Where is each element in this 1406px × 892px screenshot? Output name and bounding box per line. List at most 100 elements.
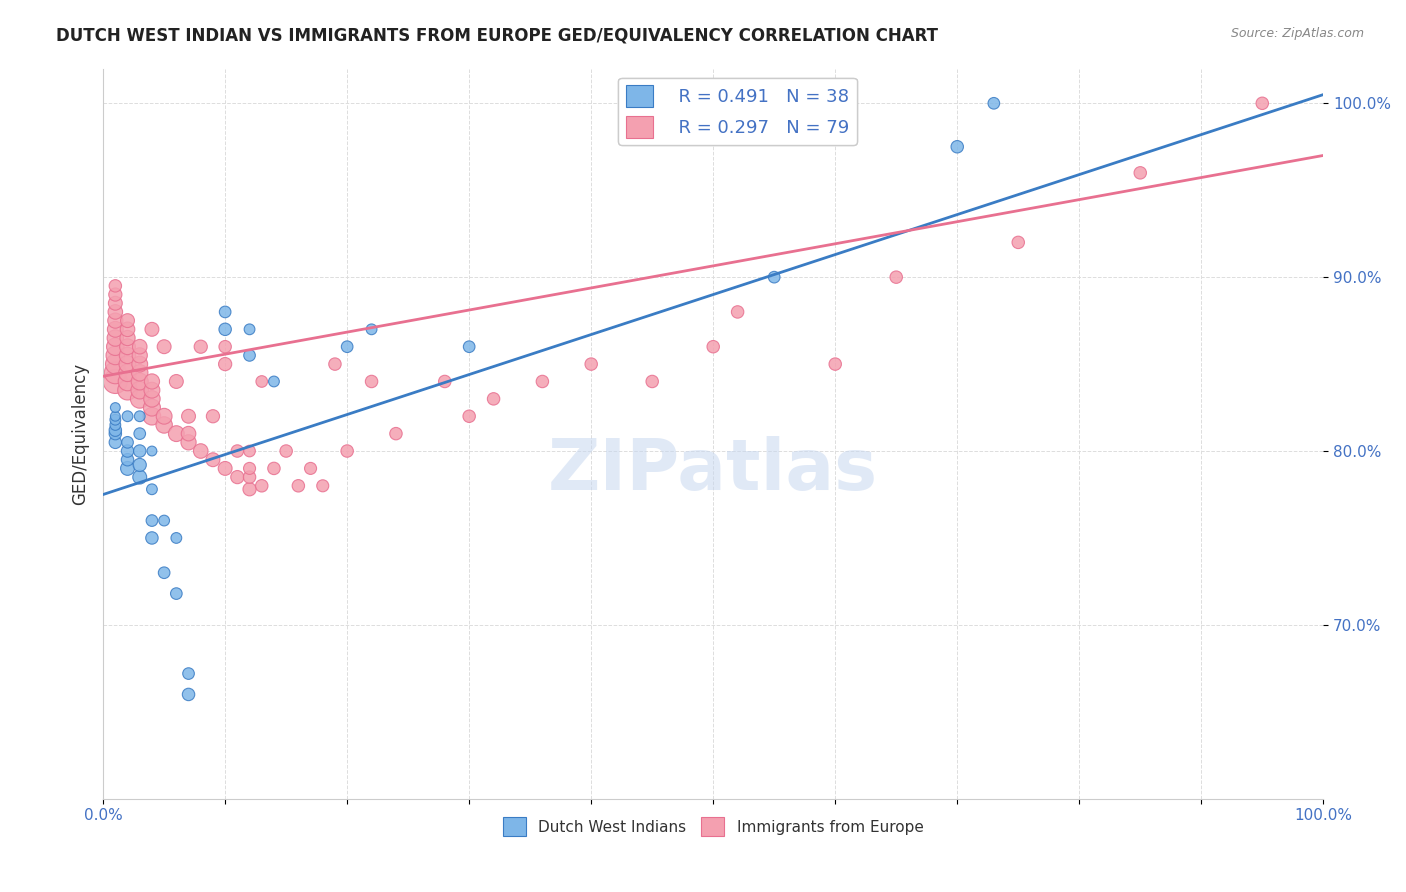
Point bbox=[165, 531, 187, 545]
Point bbox=[226, 470, 249, 484]
Point bbox=[336, 444, 359, 458]
Point bbox=[238, 461, 260, 475]
Point bbox=[214, 357, 236, 371]
Point bbox=[104, 357, 127, 371]
Legend:   R = 0.491   N = 38,   R = 0.297   N = 79: R = 0.491 N = 38, R = 0.297 N = 79 bbox=[619, 78, 856, 145]
Point bbox=[238, 348, 260, 362]
Point bbox=[128, 340, 150, 354]
Point bbox=[763, 270, 786, 285]
Point bbox=[128, 357, 150, 371]
Point bbox=[702, 340, 724, 354]
Point bbox=[201, 409, 224, 424]
Point bbox=[177, 435, 200, 450]
Point bbox=[104, 375, 127, 389]
Point bbox=[128, 470, 150, 484]
Point bbox=[104, 296, 127, 310]
Point bbox=[177, 688, 200, 702]
Point bbox=[165, 426, 187, 441]
Point bbox=[104, 348, 127, 362]
Point bbox=[323, 357, 346, 371]
Point bbox=[153, 514, 176, 528]
Point bbox=[153, 566, 176, 580]
Point bbox=[117, 322, 139, 336]
Point bbox=[128, 426, 150, 441]
Point bbox=[128, 444, 150, 458]
Point bbox=[238, 483, 260, 497]
Point bbox=[104, 305, 127, 319]
Point bbox=[128, 375, 150, 389]
Point bbox=[214, 340, 236, 354]
Point bbox=[104, 426, 127, 441]
Point bbox=[1129, 166, 1152, 180]
Point bbox=[177, 409, 200, 424]
Point bbox=[117, 452, 139, 467]
Point bbox=[531, 375, 554, 389]
Text: ZIPatlas: ZIPatlas bbox=[548, 435, 879, 505]
Point bbox=[641, 375, 664, 389]
Point bbox=[226, 444, 249, 458]
Point bbox=[190, 444, 212, 458]
Point bbox=[117, 461, 139, 475]
Point bbox=[360, 375, 382, 389]
Point bbox=[128, 348, 150, 362]
Point bbox=[117, 331, 139, 345]
Point bbox=[128, 366, 150, 380]
Point bbox=[117, 409, 139, 424]
Point bbox=[336, 340, 359, 354]
Point bbox=[360, 322, 382, 336]
Point bbox=[117, 444, 139, 458]
Point bbox=[153, 340, 176, 354]
Point bbox=[250, 479, 273, 493]
Point bbox=[433, 375, 456, 389]
Point bbox=[201, 452, 224, 467]
Point bbox=[287, 479, 309, 493]
Point bbox=[177, 666, 200, 681]
Point bbox=[141, 401, 163, 415]
Point bbox=[128, 458, 150, 472]
Point bbox=[482, 392, 505, 406]
Point bbox=[117, 383, 139, 397]
Point bbox=[141, 375, 163, 389]
Point bbox=[104, 313, 127, 327]
Point bbox=[263, 461, 285, 475]
Point bbox=[141, 409, 163, 424]
Point bbox=[128, 392, 150, 406]
Point bbox=[190, 340, 212, 354]
Point bbox=[141, 322, 163, 336]
Point bbox=[165, 375, 187, 389]
Point bbox=[141, 483, 163, 497]
Point bbox=[104, 401, 127, 415]
Point bbox=[1251, 96, 1274, 111]
Point bbox=[946, 140, 969, 154]
Point bbox=[1007, 235, 1029, 250]
Point bbox=[104, 287, 127, 301]
Point bbox=[104, 413, 127, 427]
Point bbox=[117, 375, 139, 389]
Point bbox=[983, 96, 1005, 111]
Point bbox=[104, 409, 127, 424]
Point bbox=[141, 392, 163, 406]
Y-axis label: GED/Equivalency: GED/Equivalency bbox=[72, 362, 89, 505]
Point bbox=[458, 340, 481, 354]
Point bbox=[128, 383, 150, 397]
Point bbox=[104, 435, 127, 450]
Point bbox=[238, 322, 260, 336]
Point bbox=[214, 305, 236, 319]
Point bbox=[238, 444, 260, 458]
Point bbox=[141, 514, 163, 528]
Point bbox=[312, 479, 335, 493]
Point bbox=[104, 322, 127, 336]
Point bbox=[153, 417, 176, 432]
Text: Source: ZipAtlas.com: Source: ZipAtlas.com bbox=[1230, 27, 1364, 40]
Point bbox=[104, 417, 127, 432]
Point bbox=[824, 357, 846, 371]
Point bbox=[117, 435, 139, 450]
Point bbox=[141, 383, 163, 397]
Text: DUTCH WEST INDIAN VS IMMIGRANTS FROM EUROPE GED/EQUIVALENCY CORRELATION CHART: DUTCH WEST INDIAN VS IMMIGRANTS FROM EUR… bbox=[56, 27, 938, 45]
Point bbox=[165, 586, 187, 600]
Point bbox=[214, 322, 236, 336]
Point bbox=[141, 531, 163, 545]
Point bbox=[727, 305, 749, 319]
Point bbox=[238, 470, 260, 484]
Point bbox=[117, 340, 139, 354]
